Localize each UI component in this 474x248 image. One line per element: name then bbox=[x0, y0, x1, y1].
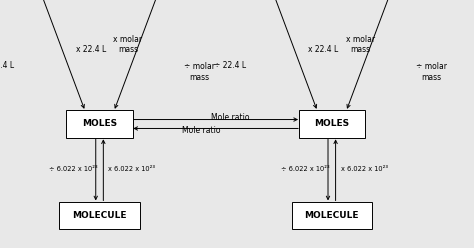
Text: ÷ 22.4 L: ÷ 22.4 L bbox=[0, 61, 14, 70]
FancyBboxPatch shape bbox=[292, 202, 372, 229]
Text: ÷ 6.022 x 10²³: ÷ 6.022 x 10²³ bbox=[49, 166, 98, 172]
Text: MOLECULE: MOLECULE bbox=[305, 211, 359, 220]
Text: x 22.4 L: x 22.4 L bbox=[76, 45, 106, 54]
Text: Mole ratio: Mole ratio bbox=[182, 126, 221, 135]
Text: x molar
mass: x molar mass bbox=[346, 35, 375, 54]
Text: x 6.022 x 10²³: x 6.022 x 10²³ bbox=[108, 166, 155, 172]
Text: x 22.4 L: x 22.4 L bbox=[308, 45, 338, 54]
FancyBboxPatch shape bbox=[299, 110, 365, 138]
Text: Mole ratio: Mole ratio bbox=[210, 113, 249, 122]
Text: MOLECULE: MOLECULE bbox=[73, 211, 127, 220]
Text: x 6.022 x 10²³: x 6.022 x 10²³ bbox=[340, 166, 388, 172]
Text: MOLES: MOLES bbox=[82, 120, 117, 128]
FancyBboxPatch shape bbox=[66, 110, 133, 138]
Text: MOLES: MOLES bbox=[314, 120, 349, 128]
Text: ÷ molar
mass: ÷ molar mass bbox=[416, 62, 447, 82]
Text: ÷ molar
mass: ÷ molar mass bbox=[183, 62, 215, 82]
FancyBboxPatch shape bbox=[59, 202, 140, 229]
Text: ÷ 22.4 L: ÷ 22.4 L bbox=[214, 61, 246, 70]
Text: x molar
mass: x molar mass bbox=[113, 35, 143, 54]
Text: ÷ 6.022 x 10²³: ÷ 6.022 x 10²³ bbox=[282, 166, 330, 172]
